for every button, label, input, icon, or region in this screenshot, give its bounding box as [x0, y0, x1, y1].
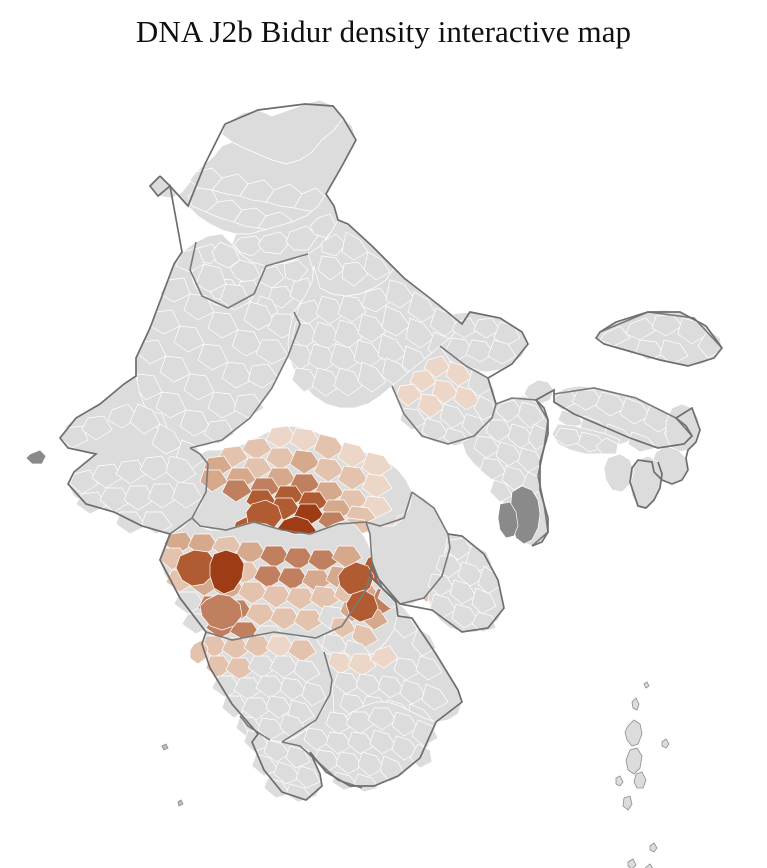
district-level-1 [266, 636, 294, 658]
andhra-districts [328, 614, 448, 724]
district-level-1 [348, 654, 376, 676]
andaman-nicobar-islands[interactable] [616, 682, 669, 868]
district-level-1 [432, 380, 458, 404]
page-title: DNA J2b Bidur density interactive map [135, 14, 632, 49]
district-level-3 [290, 450, 320, 474]
district-level-4 [260, 546, 290, 568]
district-level-2 [294, 610, 324, 632]
district-solapur-level-4[interactable] [200, 594, 242, 630]
district-level-2 [286, 588, 316, 610]
district-level-1 [396, 384, 422, 406]
district-level-2 [330, 618, 356, 638]
india-choropleth-svg[interactable] [0, 56, 767, 868]
district-level-1 [446, 362, 472, 386]
district-level-1 [290, 428, 320, 452]
kerala-districts [244, 730, 320, 802]
district-level-2 [246, 604, 276, 626]
district-cg-dark-level-5c[interactable] [346, 590, 378, 622]
base-districts [26, 100, 722, 868]
district-level-4 [284, 548, 314, 570]
district-level-1 [454, 386, 480, 410]
interactive-map-canvas[interactable] [0, 56, 767, 868]
region-tripura[interactable] [604, 454, 634, 492]
district-level-1 [266, 426, 296, 448]
district-level-2 [352, 624, 378, 648]
punjab-districts [192, 242, 260, 304]
district-level-2 [288, 640, 316, 662]
district-level-1 [362, 474, 392, 498]
district-level-4 [308, 550, 338, 572]
uttarakhand-districts [318, 232, 390, 286]
west-bengal-districts [474, 400, 548, 502]
national-outline [60, 104, 722, 800]
district-level-2 [266, 448, 296, 470]
district-level-1 [424, 356, 450, 378]
odisha-districts [428, 538, 500, 632]
kashmir-districts [188, 168, 326, 232]
district-level-2 [262, 586, 292, 608]
district-level-2 [242, 438, 272, 460]
lakshadweep-islands[interactable] [162, 744, 183, 806]
region-sundarbans-dark[interactable] [498, 502, 518, 538]
district-level-2 [310, 586, 340, 610]
district-level-4 [222, 480, 252, 502]
gujarat-districts [60, 404, 204, 534]
rajasthan-districts [136, 248, 298, 444]
district-level-2 [270, 608, 300, 630]
district-level-2 [314, 458, 344, 482]
meghalaya-districts [554, 428, 618, 454]
district-level-1 [328, 652, 354, 674]
district-level-2 [226, 658, 254, 680]
district-level-4 [278, 568, 308, 590]
district-nashik-level-5[interactable] [176, 550, 216, 586]
district-level-1 [362, 452, 392, 478]
district-level-1 [370, 646, 398, 668]
district-level-2 [244, 636, 272, 658]
himachal-districts [234, 214, 336, 256]
district-level-3 [236, 542, 266, 564]
district-level-2 [238, 582, 268, 604]
region-diu-dark[interactable] [26, 450, 46, 464]
district-level-4 [254, 566, 284, 588]
bihar-districts [446, 318, 520, 364]
district-level-1 [338, 442, 368, 468]
district-level-1 [418, 394, 444, 418]
district-ahmednagar-level-6[interactable] [210, 550, 244, 594]
district-level-2 [314, 434, 344, 460]
region-sikkim[interactable] [524, 380, 554, 404]
district-level-2 [338, 466, 368, 490]
district-level-1 [410, 370, 436, 392]
